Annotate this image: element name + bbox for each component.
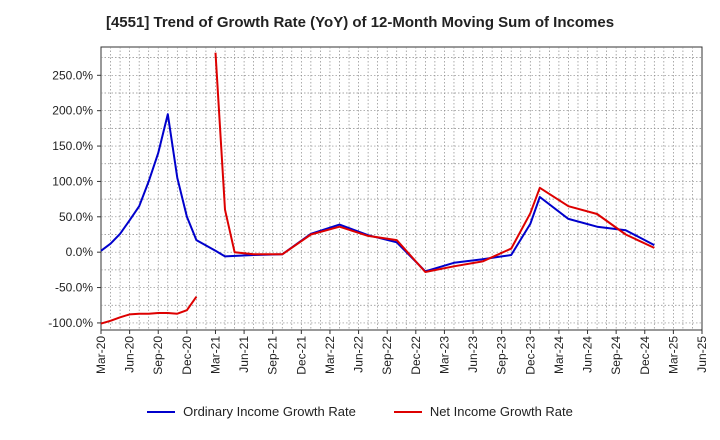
plot-area (100, 46, 703, 331)
y-tick-label: 250.0% (52, 68, 93, 82)
x-tick-label: Sep-20 (151, 336, 165, 375)
x-tick-label: Mar-24 (552, 336, 566, 374)
y-tick-label: -100.0% (48, 316, 93, 330)
legend-item-net: Net Income Growth Rate (393, 404, 573, 419)
y-tick-label: 100.0% (52, 174, 93, 188)
chart-title: [4551] Trend of Growth Rate (YoY) of 12-… (105, 14, 615, 31)
y-tick-label: 0.0% (66, 245, 94, 259)
legend-swatch-net (393, 410, 422, 413)
x-tick-label: Sep-21 (266, 336, 280, 375)
x-tick-label: Sep-22 (380, 336, 394, 375)
legend-swatch-ordinary (147, 410, 176, 413)
x-tick-label: Dec-21 (294, 336, 308, 375)
x-tick-label: Mar-22 (323, 336, 337, 374)
legend-item-ordinary: Ordinary Income Growth Rate (147, 404, 356, 419)
series-line-net (100, 296, 198, 325)
x-tick-label: Jun-21 (237, 336, 251, 373)
x-tick-label: Mar-21 (208, 336, 222, 374)
x-tick-label: Dec-20 (180, 336, 194, 375)
x-tick-label: Dec-23 (523, 336, 537, 375)
x-tick-label: Dec-24 (638, 336, 652, 375)
x-tick-label: Jun-20 (123, 336, 137, 373)
y-tick-label: -50.0% (55, 281, 93, 295)
x-tick-label: Jun-24 (581, 336, 595, 373)
x-tick-label: Jun-23 (466, 336, 480, 373)
x-tick-label: Mar-20 (94, 336, 108, 374)
x-tick-label: Sep-23 (495, 336, 509, 375)
legend-label-net: Net Income Growth Rate (429, 404, 573, 419)
x-tick-label: Jun-25 (695, 336, 709, 373)
y-tick-label: 50.0% (59, 210, 93, 224)
x-tick-label: Mar-23 (437, 336, 451, 374)
legend-label-ordinary: Ordinary Income Growth Rate (183, 404, 356, 419)
x-tick-label: Jun-22 (352, 336, 366, 373)
x-tick-label: Sep-24 (609, 336, 623, 375)
chart-legend: Ordinary Income Growth Rate Net Income G… (0, 404, 720, 419)
series-line-net (214, 52, 655, 273)
y-tick-label: 150.0% (52, 139, 93, 153)
y-tick-label: 200.0% (52, 104, 93, 118)
x-tick-label: Dec-22 (409, 336, 423, 375)
x-tick-label: Mar-25 (666, 336, 680, 374)
